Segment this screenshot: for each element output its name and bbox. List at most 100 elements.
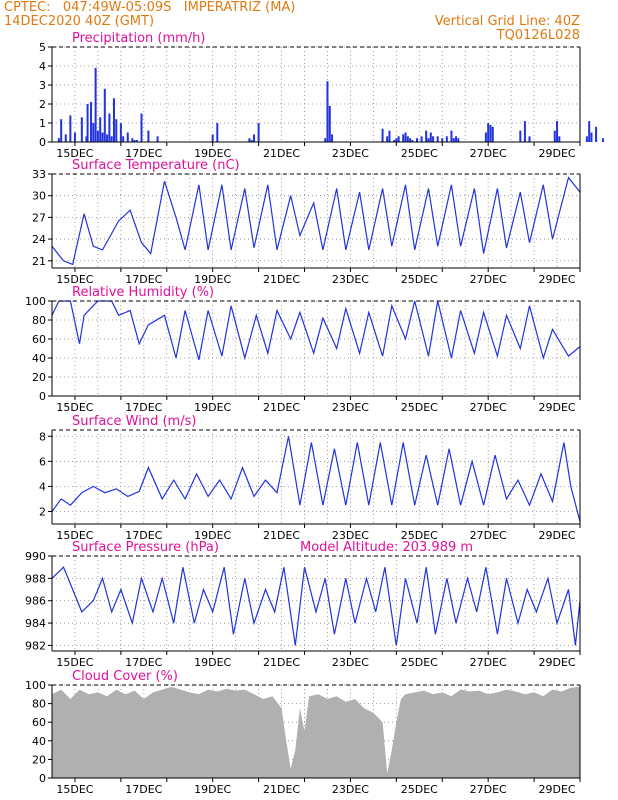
precipitation-bar [250, 140, 253, 142]
chart-panel: 982 984 986 988 990 15DEC 17DEC 19DEC 21DEC 23DEC… [25, 540, 581, 669]
x-tick-label: 27DEC [470, 783, 507, 796]
precipitation-bar [101, 132, 104, 142]
y-tick-label: 100 [25, 295, 46, 308]
precipitation-bar [147, 130, 150, 142]
precipitation-bar [395, 138, 398, 142]
precipitation-bar [406, 136, 409, 142]
x-tick-label: 19DEC [194, 273, 231, 286]
y-tick-label: 1 [39, 117, 46, 130]
precipitation-bar [402, 134, 405, 142]
x-tick-label: 15DEC [56, 273, 93, 286]
x-tick-label: 17DEC [125, 529, 162, 542]
y-tick-label: 2 [39, 505, 46, 518]
precipitation-bar [103, 88, 106, 142]
precipitation-bar [73, 132, 76, 142]
x-tick-label: 27DEC [470, 273, 507, 286]
chart-panel: 0 1 2 3 4 5 15DEC 17DEC 19DEC 21DEC 23DEC 25DEC 27DE… [39, 31, 604, 160]
series-line [51, 436, 581, 522]
precipitation-bar [588, 121, 591, 142]
y-tick-label: 988 [25, 572, 46, 585]
series-line [51, 176, 581, 266]
precipitation-bar [393, 140, 396, 142]
precipitation-bar [601, 138, 604, 142]
precipitation-bar [404, 132, 407, 142]
precipitation-bar [112, 98, 115, 142]
header-location: CPTEC: 047:49W-05:09S IMPERATRIZ (MA) [4, 0, 296, 15]
precipitation-bar [86, 104, 89, 142]
x-tick-label: 17DEC [125, 401, 162, 414]
x-tick-label: 19DEC [194, 147, 231, 160]
precipitation-bar [216, 123, 219, 142]
x-tick-label: 21DEC [263, 783, 300, 796]
precipitation-bar [425, 130, 428, 142]
y-tick-label: 27 [32, 211, 46, 224]
x-tick-label: 23DEC [332, 529, 369, 542]
precipitation-bar [248, 138, 251, 142]
chart-title: Relative Humidity (%) [72, 285, 214, 300]
precipitation-bar [409, 138, 412, 142]
x-tick-label: 15DEC [56, 147, 93, 160]
precipitation-bar [110, 136, 113, 142]
y-tick-label: 40 [32, 735, 46, 748]
x-tick-label: 25DEC [401, 147, 438, 160]
cloud-cover-area [52, 686, 580, 778]
precipitation-bar [484, 132, 487, 142]
precipitation-bar [455, 136, 458, 142]
precipitation-bar [411, 140, 414, 142]
x-tick-label: 27DEC [470, 147, 507, 160]
x-tick-label: 19DEC [194, 783, 231, 796]
x-tick-label: 27DEC [470, 401, 507, 414]
x-tick-label: 25DEC [401, 783, 438, 796]
precipitation-bar [331, 134, 334, 142]
x-tick-label: 29DEC [538, 401, 575, 414]
precipitation-bar [119, 123, 122, 142]
x-tick-label: 29DEC [538, 656, 575, 669]
precipitation-bar [257, 123, 260, 142]
y-tick-label: 24 [32, 233, 46, 246]
precipitation-bar [96, 130, 99, 142]
precipitation-bar [135, 140, 138, 142]
precipitation-bar [386, 136, 389, 142]
y-tick-label: 100 [25, 679, 46, 692]
y-tick-label: 2 [39, 98, 46, 111]
precipitation-bar [388, 130, 391, 142]
x-tick-label: 21DEC [263, 656, 300, 669]
precipitation-bar [122, 136, 125, 142]
precipitation-bar [590, 132, 593, 142]
y-tick-label: 40 [32, 352, 46, 365]
precipitation-bar [326, 81, 329, 142]
x-tick-label: 23DEC [332, 656, 369, 669]
x-tick-label: 23DEC [332, 401, 369, 414]
x-tick-label: 23DEC [332, 273, 369, 286]
x-tick-label: 21DEC [263, 147, 300, 160]
chart-annotation: Model Altitude: 203.989 m [300, 540, 473, 555]
x-tick-label: 15DEC [56, 656, 93, 669]
x-tick-label: 21DEC [263, 529, 300, 542]
precipitation-bar [324, 138, 327, 142]
precipitation-bar [80, 117, 83, 142]
y-tick-label: 80 [32, 698, 46, 711]
precipitation-bar [140, 113, 143, 142]
precipitation-bar [94, 67, 97, 142]
y-tick-label: 0 [39, 136, 46, 149]
precipitation-bar [64, 134, 67, 142]
x-tick-label: 15DEC [56, 783, 93, 796]
y-tick-label: 8 [39, 430, 46, 443]
x-tick-label: 17DEC [125, 783, 162, 796]
precipitation-bar [432, 136, 435, 142]
precipitation-bar [519, 130, 522, 142]
y-tick-label: 30 [32, 190, 46, 203]
x-tick-label: 19DEC [194, 656, 231, 669]
chart-panel: 0 20 40 60 80 100 15DEC 17DEC 19DEC 21DEC 23DEC 25D… [25, 285, 581, 414]
x-tick-label: 29DEC [538, 273, 575, 286]
y-tick-label: 21 [32, 255, 46, 268]
precipitation-bar [156, 136, 159, 142]
x-tick-label: 21DEC [263, 401, 300, 414]
precipitation-bar [523, 121, 526, 142]
series-line [51, 300, 581, 361]
y-tick-label: 33 [32, 168, 46, 181]
precipitation-bar [126, 132, 129, 142]
chart-panel: 21 24 27 30 33 15DEC 17DEC 19DEC 21DEC 23DEC 25DEC… [32, 158, 581, 286]
chart-title: Surface Wind (m/s) [72, 414, 196, 429]
x-tick-label: 27DEC [470, 529, 507, 542]
